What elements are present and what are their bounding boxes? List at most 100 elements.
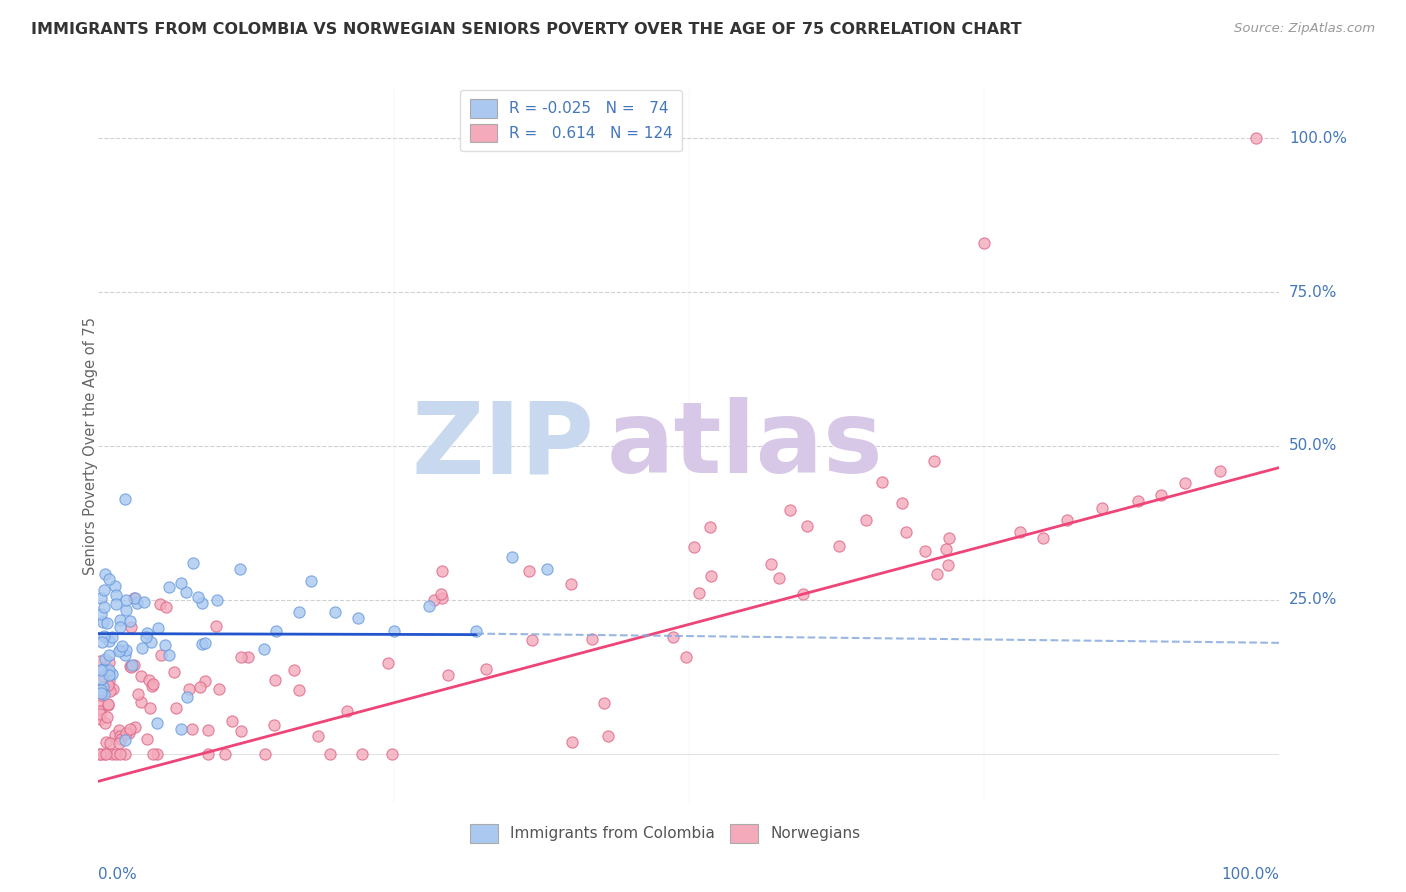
Legend: Immigrants from Colombia, Norwegians: Immigrants from Colombia, Norwegians <box>464 818 866 848</box>
Point <box>90 591 112 605</box>
Point <box>97 663 120 677</box>
Point <box>89 712 111 726</box>
Point <box>430 564 453 578</box>
Point <box>90 688 112 702</box>
Text: 0.0%: 0.0% <box>98 867 138 882</box>
Point <box>759 558 782 572</box>
Point <box>115 726 138 740</box>
Point <box>111 639 134 653</box>
Point <box>101 630 124 644</box>
Point <box>124 591 146 606</box>
Point <box>120 614 142 628</box>
Point <box>347 611 370 625</box>
Point <box>236 649 259 664</box>
Point <box>142 747 165 761</box>
Point <box>204 619 226 633</box>
Point <box>1174 475 1197 490</box>
Point <box>593 696 616 710</box>
Point <box>136 732 159 747</box>
Point <box>208 682 231 697</box>
Point <box>94 651 117 665</box>
Point <box>914 543 936 558</box>
Point <box>922 454 945 468</box>
Point <box>131 695 153 709</box>
Point <box>153 638 176 652</box>
Point <box>180 722 202 736</box>
Point <box>205 592 228 607</box>
Point <box>97 698 120 713</box>
Point <box>1150 488 1173 502</box>
Point <box>1126 494 1149 508</box>
Point <box>149 648 172 662</box>
Text: 25.0%: 25.0% <box>1289 592 1337 607</box>
Point <box>350 747 373 761</box>
Point <box>307 729 329 743</box>
Point <box>96 709 118 723</box>
Point <box>430 587 453 601</box>
Point <box>323 605 346 619</box>
Point <box>519 564 541 578</box>
Point <box>115 593 138 607</box>
Point <box>165 701 187 715</box>
Point <box>98 684 121 698</box>
Point <box>675 650 697 665</box>
Point <box>110 729 132 743</box>
Point <box>131 641 153 656</box>
Point <box>176 690 198 704</box>
Point <box>121 658 143 673</box>
Point <box>157 580 180 594</box>
Text: IMMIGRANTS FROM COLOMBIA VS NORWEGIAN SENIORS POVERTY OVER THE AGE OF 75 CORRELA: IMMIGRANTS FROM COLOMBIA VS NORWEGIAN SE… <box>31 22 1022 37</box>
Point <box>114 603 136 617</box>
Point <box>114 747 136 761</box>
Point <box>124 720 146 734</box>
Point <box>129 669 152 683</box>
Point <box>98 655 121 669</box>
Point <box>1244 131 1267 145</box>
Point <box>299 574 322 589</box>
Point <box>114 732 136 747</box>
Point <box>118 725 141 739</box>
Point <box>264 624 287 638</box>
Point <box>1032 531 1054 545</box>
Point <box>792 587 814 601</box>
Point <box>688 586 710 600</box>
Point <box>141 679 163 693</box>
Point <box>973 235 995 250</box>
Point <box>120 722 142 736</box>
Point <box>107 643 129 657</box>
Point <box>108 613 131 627</box>
Point <box>90 607 112 621</box>
Point <box>229 562 252 576</box>
Point <box>197 723 219 738</box>
Point <box>596 730 619 744</box>
Point <box>796 519 818 533</box>
Point <box>194 674 217 689</box>
Point <box>127 596 149 610</box>
Point <box>90 664 112 678</box>
Point <box>1209 464 1232 478</box>
Point <box>101 681 124 696</box>
Point <box>1091 500 1114 515</box>
Point <box>191 597 214 611</box>
Point <box>104 579 127 593</box>
Point <box>263 718 285 732</box>
Point <box>174 585 197 599</box>
Point <box>157 648 180 662</box>
Point <box>127 687 149 701</box>
Point <box>135 630 157 644</box>
Point <box>768 571 790 585</box>
Point <box>120 620 142 634</box>
Point <box>98 633 121 648</box>
Text: atlas: atlas <box>606 398 883 494</box>
Point <box>581 632 603 646</box>
Point <box>93 670 115 684</box>
Point <box>336 705 359 719</box>
Point <box>141 635 163 649</box>
Point <box>194 636 217 650</box>
Point <box>93 662 115 676</box>
Point <box>89 704 111 718</box>
Point <box>221 714 243 728</box>
Text: 50.0%: 50.0% <box>1289 439 1337 453</box>
Point <box>96 616 118 631</box>
Point <box>145 747 167 761</box>
